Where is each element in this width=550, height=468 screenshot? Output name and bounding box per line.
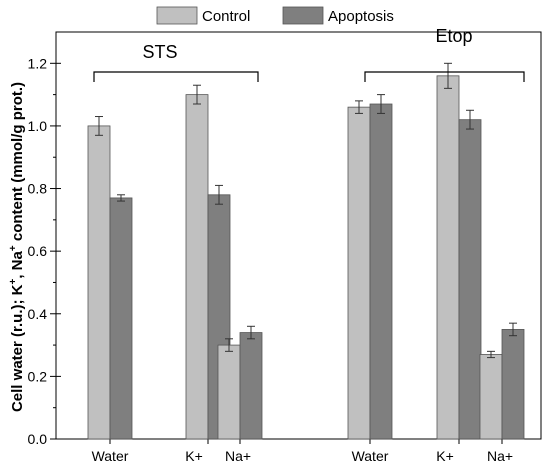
y-tick-label: 0.8 [28, 181, 48, 197]
legend-swatch-control [156, 6, 198, 25]
bar-sts-naplus-control [217, 344, 241, 440]
x-tick-label: Na+ [225, 448, 251, 464]
y-tick-label: 0.6 [28, 243, 48, 259]
group-label-etop: Etop [435, 26, 472, 46]
x-tick-label: Water [92, 448, 129, 464]
bar-etop-water-apoptosis [369, 103, 393, 440]
y-tick-label: 1.2 [28, 55, 48, 71]
bar-etop-naplus-apoptosis [501, 329, 525, 440]
x-tick-label: K+ [185, 448, 203, 464]
bar-sts-kplus-control [185, 94, 209, 440]
bar-etop-water-control [347, 106, 371, 440]
x-tick-label: Na+ [487, 448, 513, 464]
y-tick-label: 1.0 [28, 118, 48, 134]
bar-sts-water-apoptosis [109, 197, 133, 440]
bar-etop-naplus-control [479, 354, 503, 440]
bars [87, 62, 525, 440]
x-tick-label: Water [352, 448, 389, 464]
y-axis-label: Cell water (r.u.); K+, Na+ content (mmol… [8, 82, 26, 412]
legend-label-control: Control [202, 8, 250, 25]
group-brackets: STS Etop [93, 26, 525, 82]
x-tick-label: K+ [436, 448, 454, 464]
bar-etop-kplus-control [436, 75, 460, 440]
bar-sts-naplus-apoptosis [239, 332, 263, 440]
legend: Control Apoptosis [156, 6, 394, 25]
y-tick-label: 0.2 [28, 368, 48, 384]
plot-frame [55, 31, 542, 440]
y-tick-label: 0.4 [28, 306, 48, 322]
group-bracket-etop [364, 71, 525, 82]
group-bracket-sts [93, 71, 259, 82]
bar-sts-water-control [87, 125, 111, 440]
bar-etop-kplus-apoptosis [458, 119, 482, 440]
legend-label-apoptosis: Apoptosis [328, 8, 394, 25]
legend-swatch-apoptosis [282, 6, 324, 25]
axes: 0.0 0.2 0.4 0.6 0.8 1.0 1.2 Water K+ Na+ Water K+ Na… [28, 31, 542, 464]
group-label-sts: STS [142, 42, 177, 62]
y-tick-label: 0.0 [28, 431, 48, 447]
